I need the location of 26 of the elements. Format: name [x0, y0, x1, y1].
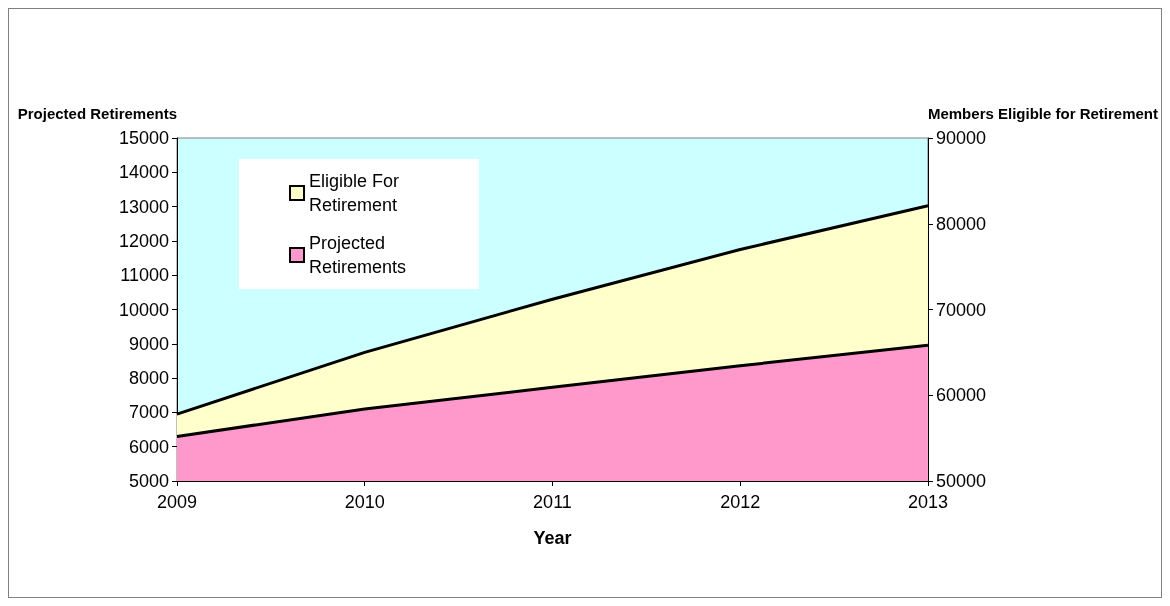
y-tick-label: 8000: [128, 368, 169, 389]
y2-tick-label: 50000: [935, 471, 987, 491]
y-tick-label: 14000: [118, 162, 169, 183]
y-tick-label: 5000: [128, 471, 169, 491]
x-tick-label: 2010: [344, 492, 385, 512]
y-tick-label: 13000: [118, 196, 169, 217]
y2-tick-label: 60000: [935, 385, 987, 406]
y2-tick-label: 90000: [935, 128, 987, 148]
y-tick-label: 9000: [128, 333, 169, 354]
x-tick-label: 2011: [533, 492, 572, 512]
y-tick-label: 6000: [128, 436, 169, 457]
legend-label: Eligible For Retirement: [309, 171, 405, 215]
y-tick-label: 15000: [118, 128, 169, 148]
y-tick-label: 11000: [120, 265, 169, 286]
y-axis-title: Projected Retirements: [17, 104, 177, 122]
y2-tick-label: 80000: [935, 213, 987, 234]
y2-axis-title: Members Eligible for Retirement: [927, 104, 1159, 122]
x-axis-title: Year: [533, 528, 572, 548]
x-tick-label: 2009: [156, 492, 198, 512]
y-tick-label: 10000: [118, 299, 169, 320]
y-tick-label: 12000: [118, 230, 169, 251]
y2-tick-label: 70000: [935, 299, 987, 320]
legend-label: Projected Retirements: [309, 233, 407, 277]
x-tick-label: 2012: [720, 492, 761, 512]
x-tick-label: 2013: [907, 492, 948, 512]
y-tick-label: 7000: [128, 402, 169, 423]
